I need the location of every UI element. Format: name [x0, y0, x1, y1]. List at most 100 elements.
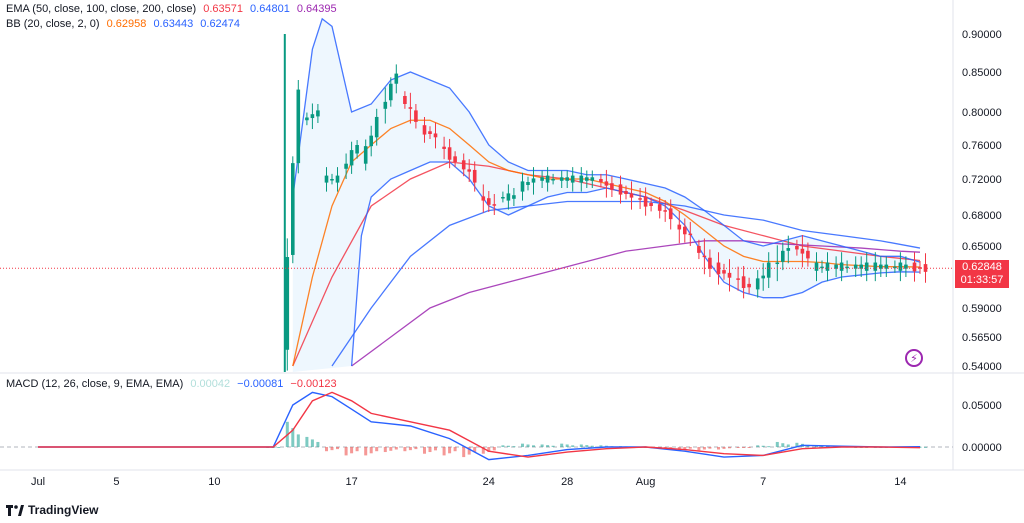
macd-histogram-bar — [736, 447, 740, 448]
lightning-icon[interactable]: ⚡ — [905, 349, 923, 367]
candle-body — [716, 262, 721, 275]
macd-histogram-bar — [795, 442, 799, 447]
candle-body — [403, 96, 407, 104]
bb-upper-value: 0.63443 — [153, 18, 194, 30]
bb-legend[interactable]: BB (20, close, 2, 0) 0.62958 0.63443 0.6… — [6, 18, 244, 30]
candle-body — [708, 257, 712, 269]
candle-body — [506, 193, 511, 201]
macd-histogram-bar — [336, 447, 339, 450]
candle-body — [512, 195, 516, 199]
candle-body — [540, 177, 544, 181]
candle-body — [487, 198, 491, 205]
macd-histogram-bar — [383, 447, 387, 453]
price-tick-label: 0.65000 — [962, 241, 1002, 253]
macd-histogram-bar — [756, 445, 760, 447]
candle-body — [335, 175, 340, 183]
candle-body — [305, 117, 309, 121]
candle-body — [579, 175, 584, 183]
candle-body — [324, 175, 329, 183]
last-price: 0.62848 — [962, 261, 1002, 274]
candle-body — [688, 233, 693, 236]
candle-body — [747, 283, 751, 288]
candle-body — [649, 203, 653, 206]
candle-body — [355, 145, 359, 154]
tradingview-logo[interactable]: TradingView — [6, 503, 98, 517]
macd-histogram-bar — [697, 447, 701, 451]
candle-body — [604, 181, 609, 186]
candle-body — [492, 204, 497, 206]
candle-body — [663, 210, 667, 212]
macd-histogram-bar — [408, 447, 412, 451]
candle-body — [893, 266, 897, 269]
macd-histogram-bar — [540, 444, 544, 447]
macd-histogram-bar — [364, 447, 368, 456]
macd-histogram-bar — [599, 445, 603, 447]
candle-body — [884, 264, 889, 269]
series-macd — [38, 391, 921, 461]
macd-histogram-bar — [767, 446, 771, 448]
candle-body — [389, 83, 393, 101]
macd-histogram-bar — [579, 444, 583, 447]
brand-name: TradingView — [28, 503, 99, 517]
candle-body — [447, 147, 452, 160]
candle-body — [363, 146, 368, 164]
candle-body — [330, 179, 334, 181]
macd-histogram-bar — [355, 447, 359, 452]
series-ema-200 — [351, 240, 921, 367]
macd-histogram-bar — [924, 446, 927, 448]
candle-body — [741, 276, 746, 289]
candle-body — [845, 266, 849, 269]
candle-body — [820, 266, 824, 269]
candle-body — [344, 163, 348, 169]
macd-histogram-bar — [565, 444, 569, 447]
macd-histogram-bar — [428, 447, 432, 453]
candle-body — [638, 198, 642, 200]
macd-histogram-bar — [442, 447, 446, 456]
candle-body — [795, 246, 799, 250]
macd-histogram-bar — [683, 447, 687, 450]
macd-histogram-bar — [781, 443, 785, 447]
candle-body — [859, 264, 863, 269]
macd-histogram-bar — [350, 447, 354, 454]
macd-histogram-bar — [702, 447, 706, 450]
time-tick-label: 10 — [208, 476, 220, 488]
candle-body — [775, 262, 780, 265]
ema-legend[interactable]: EMA (50, close, 100, close, 200, close) … — [6, 3, 341, 15]
candle-body — [657, 204, 662, 211]
macd-legend[interactable]: MACD (12, 26, close, 9, EMA, EMA) 0.0004… — [6, 378, 341, 390]
ema-legend-label: EMA (50, close, 100, close, 200, close) — [6, 3, 197, 15]
macd-tick-label: 0.05000 — [962, 400, 1002, 412]
macd-histogram-bar — [526, 444, 530, 447]
candle-body — [781, 250, 785, 262]
candle-body — [590, 177, 595, 181]
candle-body — [369, 135, 373, 147]
candle-body — [526, 182, 530, 185]
candle-body — [677, 224, 682, 230]
candle-body — [786, 248, 791, 251]
macd-histogram-bar — [728, 447, 731, 449]
candle-body — [394, 73, 399, 84]
candle-body — [442, 146, 446, 149]
candle-body — [316, 110, 320, 117]
price-tick-label: 0.56500 — [962, 332, 1002, 344]
candle-body — [697, 246, 701, 253]
macd-histogram-bar — [316, 441, 320, 447]
price-tick-label: 0.90000 — [962, 29, 1002, 41]
macd-histogram-bar — [414, 447, 418, 450]
candle-body — [825, 262, 830, 271]
macd-histogram-bar — [330, 447, 334, 451]
macd-histogram-bar — [722, 447, 726, 449]
macd-histogram-bar — [291, 428, 295, 447]
macd-histogram-bar — [512, 446, 516, 448]
candle-body — [310, 114, 315, 119]
candle-body — [501, 197, 505, 199]
bb-lower-value: 0.62474 — [200, 18, 241, 30]
macd-histogram-bar — [277, 447, 281, 448]
candle-body — [864, 262, 869, 271]
macd-histogram-bar — [296, 434, 300, 447]
macd-histogram-bar — [551, 445, 555, 447]
time-tick-label: 14 — [894, 476, 906, 488]
macd-histogram-bar — [305, 436, 309, 447]
candle-body — [727, 272, 732, 278]
